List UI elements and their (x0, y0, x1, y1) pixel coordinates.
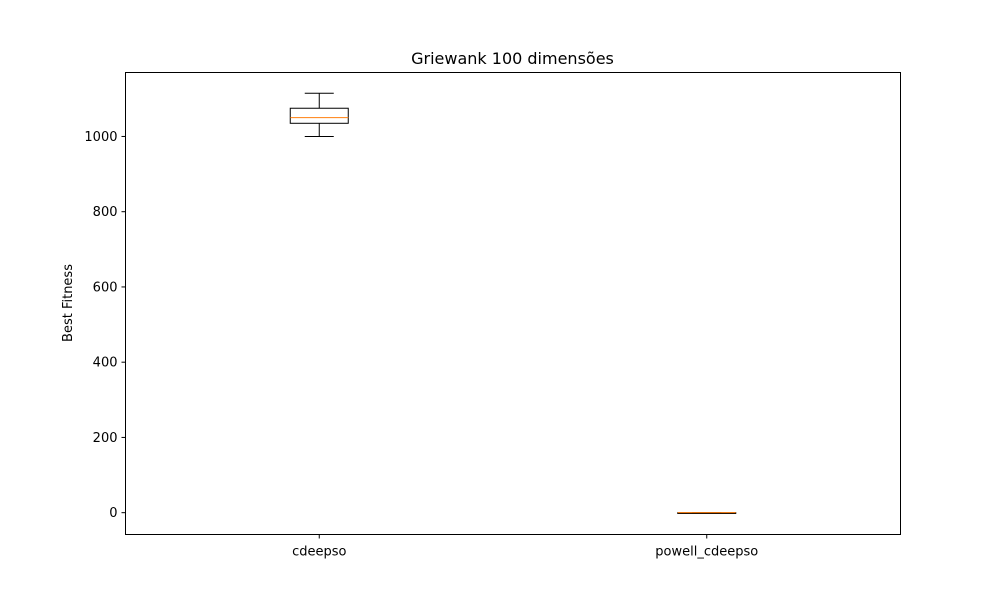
y-axis-label: Best Fitness (61, 264, 76, 342)
y-axis: 0 200 400 600 800 1000 (84, 130, 126, 521)
y-tick-label: 400 (93, 356, 118, 371)
y-tick-label: 0 (109, 506, 117, 521)
x-tick-label: cdeepso (292, 545, 346, 560)
x-axis: cdeepso powell_cdeepso (292, 534, 758, 560)
x-tick-label: powell_cdeepso (655, 545, 758, 560)
chart-title: Griewank 100 dimensões (411, 49, 614, 68)
box-series (289, 92, 737, 514)
box-cdeepso (289, 92, 349, 137)
y-tick-label: 600 (93, 280, 118, 295)
box-iqr (289, 107, 349, 124)
y-tick-label: 200 (93, 431, 118, 446)
plot-frame (125, 72, 901, 535)
box-powell_cdeepso (677, 512, 737, 514)
y-tick-label: 1000 (84, 130, 117, 145)
y-tick-label: 800 (93, 205, 118, 220)
